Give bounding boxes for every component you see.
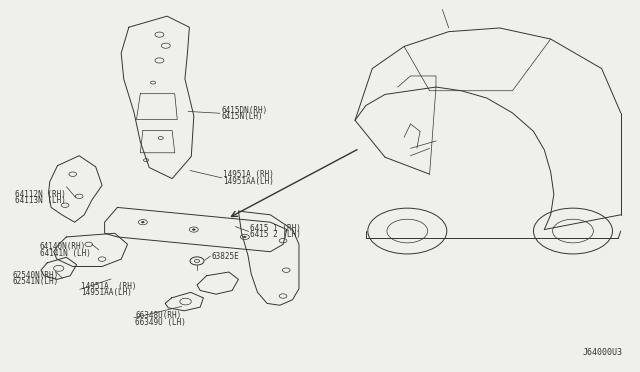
Text: 6415N(LH): 6415N(LH) <box>221 112 263 121</box>
Text: 64113N (LH): 64113N (LH) <box>15 196 67 205</box>
Text: 14951A (RH): 14951A (RH) <box>223 170 274 179</box>
Text: 64112N (RH): 64112N (RH) <box>15 190 67 199</box>
Text: 64141N (LH): 64141N (LH) <box>40 249 90 258</box>
Text: 14951A  (RH): 14951A (RH) <box>81 282 136 291</box>
Text: 6415 2 (LH): 6415 2 (LH) <box>250 230 301 239</box>
Text: 14951AA(LH): 14951AA(LH) <box>223 177 274 186</box>
Text: 6415 1 (RH): 6415 1 (RH) <box>250 224 301 233</box>
Text: 62540N(RH): 62540N(RH) <box>13 271 59 280</box>
Text: 64140N(RH): 64140N(RH) <box>40 243 86 251</box>
Text: J64000U3: J64000U3 <box>582 347 623 357</box>
Text: 63825E: 63825E <box>212 251 239 261</box>
Text: 66349U (LH): 66349U (LH) <box>135 318 186 327</box>
Text: 6415DN(RH): 6415DN(RH) <box>221 106 268 115</box>
Text: 62541N(LH): 62541N(LH) <box>13 277 59 286</box>
Text: 14951AA(LH): 14951AA(LH) <box>81 288 132 297</box>
Circle shape <box>244 236 246 238</box>
Circle shape <box>141 221 144 223</box>
Circle shape <box>193 229 195 230</box>
Text: 66348U(RH): 66348U(RH) <box>135 311 182 320</box>
